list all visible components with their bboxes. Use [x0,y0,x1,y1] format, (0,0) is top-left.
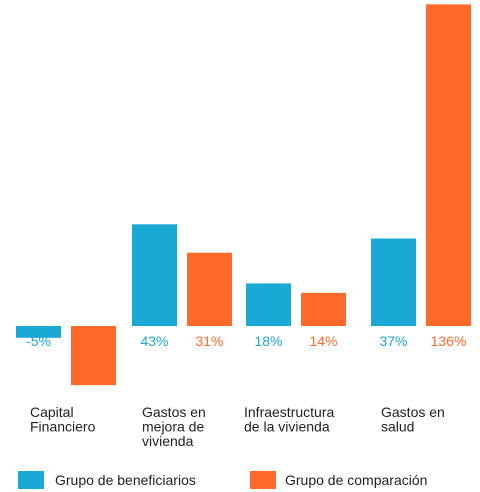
bars-group [16,4,471,386]
category-label-3-line-0: Gastos en [381,404,445,420]
value-label-beneficiarios-2: 18% [254,333,282,349]
value-label-comparacion-2: 14% [309,333,337,349]
value-label-beneficiarios-3: 37% [379,333,407,349]
category-label-3-line-1: salud [381,419,414,435]
legend-label-beneficiarios: Grupo de beneficiarios [55,472,196,488]
bar-beneficiarios-2 [246,283,291,326]
bar-beneficiarios-0 [16,326,61,338]
value-labels-group: -5% 43% 18% 37% -25% 31% 14% 136% [26,333,466,349]
value-label-comparacion-0: -25% [77,333,110,349]
value-label-beneficiarios-0: -5% [26,333,51,349]
category-label-0-line-1: Financiero [30,419,96,435]
legend-label-comparacion: Grupo de comparación [285,472,427,488]
category-label-0-line-0: Capital [30,404,74,420]
category-label-1-line-0: Gastos en [142,404,206,420]
bar-beneficiarios-3 [371,238,416,326]
bar-beneficiarios-1 [132,224,177,326]
value-label-beneficiarios-1: 43% [140,333,168,349]
bar-comparacion-0 [71,326,116,386]
value-label-comparacion-3: 136% [431,333,467,349]
category-label-1-line-2: vivienda [142,433,194,449]
category-label-2-line-0: Infraestructura [244,404,334,420]
legend-swatch-comparacion [250,471,276,489]
legend-swatch-beneficiarios [18,471,44,489]
bar-comparacion-2 [301,292,346,326]
bar-comparacion-3 [426,4,471,327]
value-label-comparacion-1: 31% [195,333,223,349]
category-label-1-line-1: mejora de [142,419,204,435]
category-label-2-line-1: de la vivienda [244,419,330,435]
bar-comparacion-1 [187,252,232,326]
legend: Grupo de beneficiarios Grupo de comparac… [18,471,427,489]
